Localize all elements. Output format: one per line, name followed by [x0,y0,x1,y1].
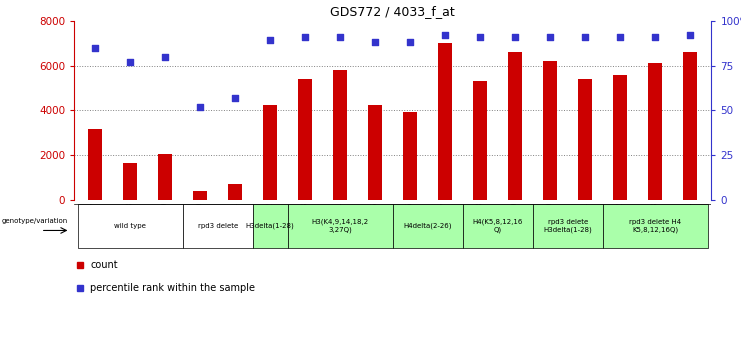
Text: count: count [90,260,118,270]
Bar [228,184,242,200]
Point [579,34,591,40]
Text: rpd3 delete: rpd3 delete [198,223,238,229]
Point [649,34,661,40]
Bar [543,61,557,200]
Bar [333,70,348,200]
Text: percentile rank within the sample: percentile rank within the sample [90,283,255,293]
Bar [368,105,382,200]
Text: rpd3 delete H4
K5,8,12,16Q): rpd3 delete H4 K5,8,12,16Q) [629,219,682,233]
Bar [193,191,207,200]
Bar [683,52,697,200]
Point [124,59,136,65]
Bar [88,129,102,200]
Point [194,104,206,110]
Bar [463,204,533,248]
Bar [263,105,277,200]
Point [405,39,416,45]
Point [369,39,381,45]
Point [439,32,451,38]
Point [509,34,521,40]
Point [545,34,556,40]
Bar [298,79,312,200]
Text: H4(K5,8,12,16
Q): H4(K5,8,12,16 Q) [473,219,523,233]
Point [299,34,311,40]
Text: genotype/variation: genotype/variation [1,218,67,225]
Bar [614,75,628,200]
Point [265,38,276,43]
Point [685,32,697,38]
Bar [403,111,417,200]
Bar [78,204,182,248]
Bar [473,81,488,200]
Bar [288,204,393,248]
Point [89,45,101,50]
Bar [578,79,592,200]
Text: H4delta(2-26): H4delta(2-26) [404,223,452,229]
Bar [533,204,603,248]
Text: H3delta(1-28): H3delta(1-28) [246,223,295,229]
Bar [603,204,708,248]
Bar [438,43,452,200]
Title: GDS772 / 4033_f_at: GDS772 / 4033_f_at [330,5,455,18]
Point [474,34,486,40]
Point [614,34,626,40]
Text: wild type: wild type [114,223,146,229]
Bar [158,154,172,200]
Point [334,34,346,40]
Text: rpd3 delete
H3delta(1-28): rpd3 delete H3delta(1-28) [543,219,592,233]
Bar [648,63,662,200]
Bar [393,204,463,248]
Point [159,54,171,59]
Bar [253,204,288,248]
Bar [508,52,522,200]
Bar [123,163,137,200]
Text: H3(K4,9,14,18,2
3,27Q): H3(K4,9,14,18,2 3,27Q) [312,219,369,233]
Point [229,95,241,101]
Bar [182,204,253,248]
